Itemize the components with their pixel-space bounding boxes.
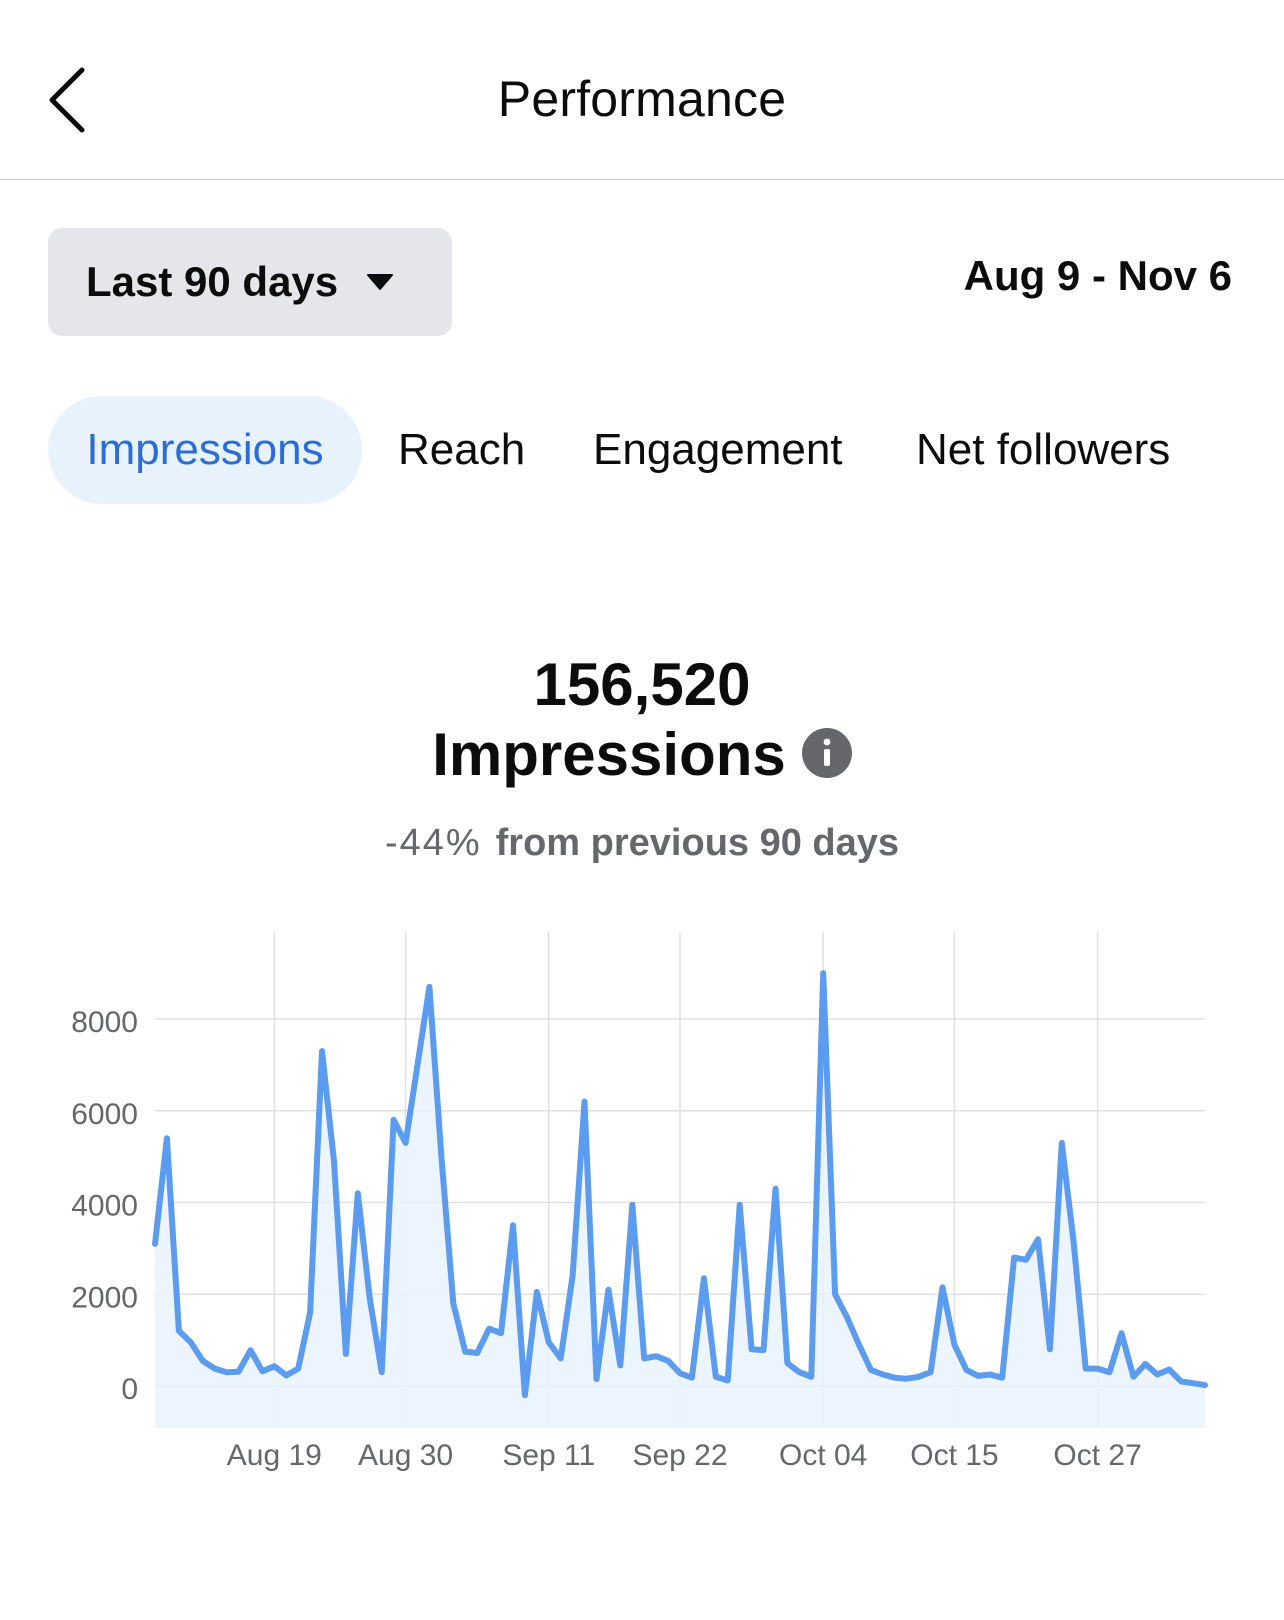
page-title: Performance <box>497 71 787 127</box>
metric-heading: Impressions <box>0 720 1284 789</box>
x-tick-label: Oct 04 <box>779 1439 867 1472</box>
x-tick-label: Aug 30 <box>358 1439 453 1472</box>
header-divider <box>0 179 1284 180</box>
comparison-text: -44% from previous 90 days <box>0 822 1284 865</box>
delta-description: from previous 90 days <box>495 822 900 864</box>
header-bar: Performance <box>0 0 1284 180</box>
date-range-dropdown[interactable]: Last 90 days <box>48 228 452 336</box>
total-impressions-value: 156,520 <box>533 651 751 718</box>
caret-down-icon <box>367 274 394 290</box>
y-tick-label: 6000 <box>71 1098 138 1131</box>
x-tick-label: Aug 19 <box>227 1439 322 1472</box>
y-tick-label: 2000 <box>71 1281 138 1314</box>
y-tick-label: 4000 <box>71 1190 138 1223</box>
tab-net-followers[interactable]: Net followers <box>916 425 1171 474</box>
tab-reach[interactable]: Reach <box>398 425 526 474</box>
y-tick-label: 8000 <box>71 1006 138 1039</box>
impressions-chart: 0 2000 4000 6000 8000 Aug 19 Aug 30 Sep 11 Sep 2… <box>0 920 1284 1480</box>
tab-impressions[interactable]: Impressions <box>48 396 362 504</box>
date-range-dropdown-label: Last 90 days <box>86 258 339 305</box>
info-icon[interactable] <box>801 728 852 779</box>
y-tick-label: 0 <box>121 1373 138 1406</box>
metric-tabs: Impressions Reach Engagement Net followe… <box>48 396 1284 504</box>
chevron-left-icon <box>49 67 85 133</box>
metric-label: Impressions <box>432 721 786 788</box>
x-tick-label: Sep 11 <box>502 1439 595 1472</box>
tab-engagement[interactable]: Engagement <box>593 425 843 474</box>
x-tick-label: Sep 22 <box>632 1439 727 1472</box>
delta-percent: -44% <box>384 822 482 864</box>
impressions-series-line <box>152 970 1208 1399</box>
date-range-text: Aug 9 - Nov 6 <box>963 252 1232 299</box>
x-tick-label: Oct 15 <box>910 1439 998 1472</box>
back-button[interactable] <box>40 58 100 138</box>
impressions-area <box>155 973 1205 1428</box>
x-tick-label: Oct 27 <box>1053 1439 1141 1472</box>
impressions-line-chart: 0 2000 4000 6000 8000 Aug 19 Aug 30 Sep 11 Sep 2… <box>71 932 1208 1472</box>
